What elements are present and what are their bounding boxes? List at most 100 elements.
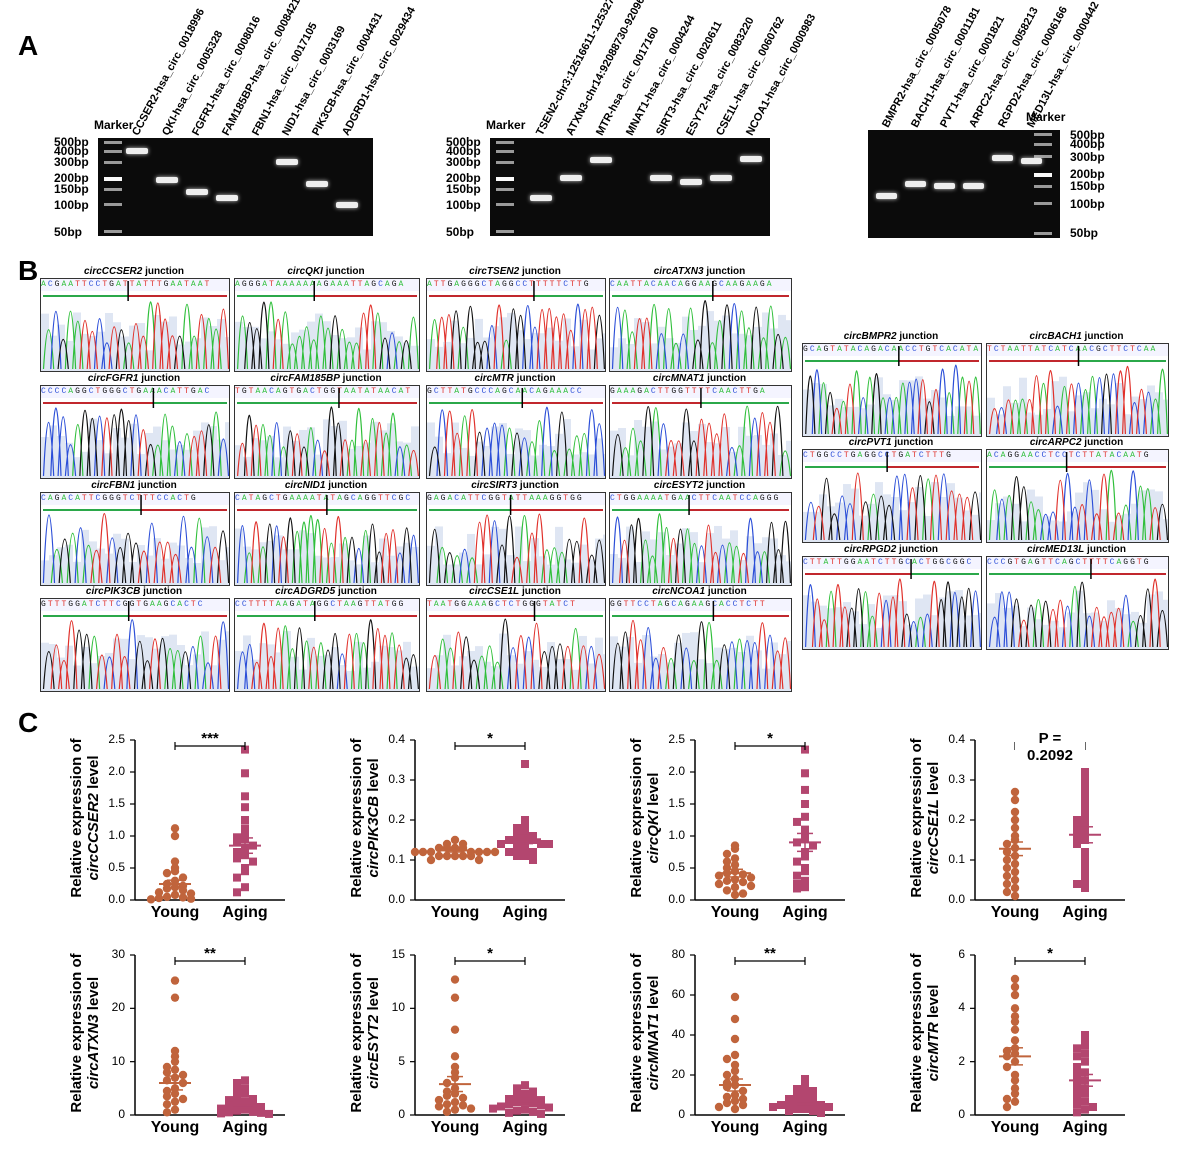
trace-T	[1018, 578, 1161, 648]
trace-A	[818, 370, 981, 435]
base: A	[275, 387, 283, 396]
base: G	[488, 600, 496, 609]
base: T	[1089, 451, 1096, 460]
base: T	[1041, 345, 1049, 354]
young-point	[474, 855, 484, 865]
quality-bar	[587, 454, 595, 478]
base: G	[671, 494, 679, 503]
y-tick-label: 20	[671, 1067, 685, 1081]
trace-svg	[803, 346, 981, 436]
young-point	[170, 976, 180, 985]
young-point	[162, 1068, 172, 1077]
quality-bar	[41, 560, 49, 585]
sample-band	[876, 192, 897, 199]
quality-bar	[835, 607, 843, 649]
quality-bar	[1019, 626, 1027, 649]
base: T	[691, 387, 699, 396]
young-point	[1010, 1017, 1020, 1026]
quality-bar	[387, 647, 395, 691]
chromatogram: TCTAATTATCATCAACGCTTCTCAA	[986, 343, 1169, 437]
quality-bar	[1099, 509, 1107, 542]
base: T	[830, 345, 838, 354]
base: A	[823, 558, 831, 567]
y-tick-label: 20	[111, 1000, 125, 1015]
trace-G	[460, 618, 567, 690]
quality-bar	[145, 555, 153, 585]
aging-point	[257, 1103, 265, 1111]
trace-A	[640, 513, 770, 584]
base: G	[163, 600, 171, 609]
base: C	[746, 600, 754, 609]
base: A	[447, 494, 455, 503]
base: T	[698, 494, 706, 503]
aging-point	[777, 1101, 785, 1109]
chromatogram: GTTTGGATCTTCGGTGAAGCACTC	[40, 598, 230, 692]
base: C	[905, 558, 912, 567]
base: G	[766, 494, 774, 503]
trace-C	[804, 473, 950, 541]
quality-bar	[587, 663, 595, 691]
base: C	[884, 345, 892, 354]
marker-band	[104, 176, 122, 181]
trace-G	[611, 621, 731, 690]
trace-T	[237, 422, 419, 477]
base: T	[269, 280, 276, 289]
chromatogram-title: circRPGD2 junction	[802, 544, 980, 555]
aging-point	[521, 1105, 529, 1114]
base: C	[650, 387, 658, 396]
base: C	[433, 387, 441, 396]
chromatogram-title: circFAM185BP junction	[234, 373, 418, 384]
trace-G	[805, 373, 935, 435]
quality-bar	[987, 520, 995, 542]
aging-point	[801, 1081, 809, 1089]
y-tick-label: 0.0	[388, 892, 405, 906]
base: T	[248, 387, 256, 396]
trace-svg	[427, 281, 605, 371]
junction-label: junction	[891, 437, 934, 448]
young-point	[442, 1091, 452, 1100]
quality-bar	[531, 332, 539, 371]
aging-point	[793, 857, 801, 866]
base: G	[576, 494, 584, 503]
quality-bar	[153, 648, 161, 691]
quality-bar	[491, 526, 499, 585]
chromatogram-title: circPIK3CB junction	[40, 586, 228, 597]
base: T	[433, 280, 441, 289]
quality-bar	[1123, 614, 1131, 649]
chromatogram-title: circARPC2 junction	[986, 437, 1167, 448]
trace-G	[57, 329, 186, 370]
trace-C	[996, 470, 1139, 541]
base: T	[1102, 558, 1110, 567]
aging-point	[1073, 832, 1081, 840]
aging-point	[801, 1097, 809, 1105]
sequence-text: GTTTGGATCTTCGGTGAAGCACTC	[41, 599, 229, 611]
quality-bar	[642, 531, 650, 585]
quality-bar	[209, 526, 217, 585]
quality-bar	[339, 665, 347, 691]
quality-bar	[819, 605, 827, 649]
base: G	[115, 387, 123, 396]
trace-svg	[610, 601, 791, 691]
quality-bar	[515, 526, 523, 585]
chromatogram-title: circTSEN2 junction	[426, 266, 604, 277]
base: G	[81, 387, 89, 396]
base: T	[102, 280, 110, 289]
base: A	[1150, 345, 1158, 354]
trace-A	[436, 514, 568, 584]
chromatogram: ACAGGAACCTCCTCTTATACAATG	[986, 449, 1169, 543]
junction-label: junction	[519, 266, 561, 277]
base: C	[993, 558, 1001, 567]
quality-bar	[177, 344, 185, 371]
aging-point	[1081, 772, 1089, 780]
sample-band	[963, 183, 984, 190]
aging-point	[1081, 1031, 1089, 1039]
trace-C	[996, 373, 1154, 435]
aging-point	[1073, 816, 1081, 824]
base: A	[857, 451, 865, 460]
base: A	[378, 600, 385, 609]
base: C	[809, 345, 817, 354]
base: T	[190, 600, 198, 609]
quality-bar	[363, 349, 371, 371]
base: C	[129, 494, 137, 503]
quality-bar	[579, 544, 587, 585]
